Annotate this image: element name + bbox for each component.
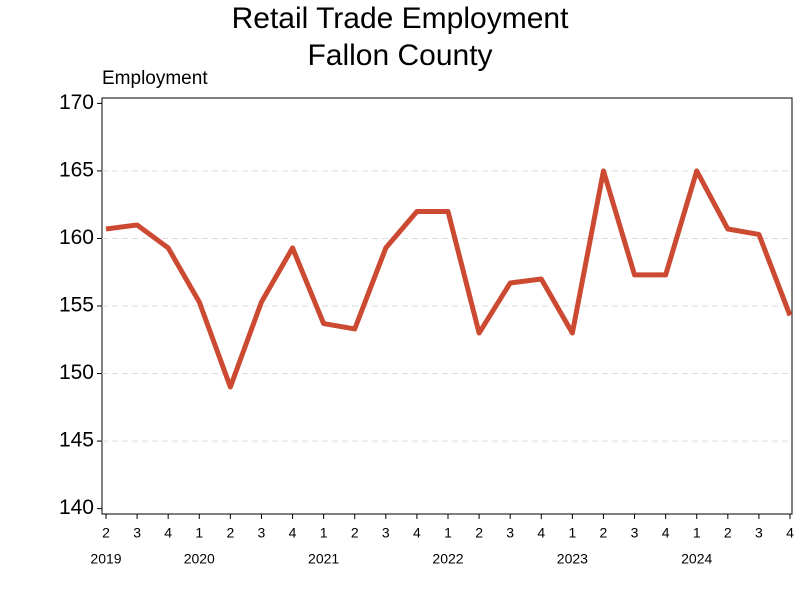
x-tick-label: 4 [164, 525, 172, 541]
year-label: 2024 [681, 551, 712, 567]
x-tick-label: 1 [568, 525, 576, 541]
x-tick-label: 1 [693, 525, 701, 541]
x-tick-label: 2 [226, 525, 234, 541]
x-tick-label: 4 [662, 525, 670, 541]
year-label: 2022 [432, 551, 463, 567]
y-tick-label: 155 [59, 294, 94, 317]
x-tick-label: 3 [755, 525, 763, 541]
x-tick-label: 4 [786, 525, 794, 541]
x-tick-label: 3 [382, 525, 390, 541]
chart-title: Fallon County [307, 39, 492, 72]
chart-title: Retail Trade Employment [232, 2, 569, 35]
y-axis-label: Employment [102, 68, 208, 89]
x-tick-label: 3 [258, 525, 266, 541]
x-tick-label: 2 [724, 525, 732, 541]
x-tick-label: 2 [351, 525, 359, 541]
x-tick-label: 1 [444, 525, 452, 541]
x-tick-label: 2 [475, 525, 483, 541]
x-tick-label: 4 [289, 525, 297, 541]
x-tick-label: 4 [537, 525, 545, 541]
year-label: 2019 [90, 551, 121, 567]
x-tick-label: 4 [413, 525, 421, 541]
y-tick-label: 140 [59, 496, 94, 519]
line-series [105, 168, 793, 390]
x-tick-label: 3 [506, 525, 514, 541]
y-tick-label: 145 [59, 429, 94, 452]
y-tick-label: 170 [59, 91, 94, 114]
year-label: 2023 [557, 551, 588, 567]
x-tick-label: 1 [195, 525, 203, 541]
x-tick-label: 3 [133, 525, 141, 541]
x-tick-label: 3 [631, 525, 639, 541]
year-label: 2020 [184, 551, 215, 567]
x-tick-label: 2 [600, 525, 608, 541]
y-tick-label: 160 [59, 226, 94, 249]
x-tick-label: 2 [102, 525, 110, 541]
y-tick-label: 150 [59, 361, 94, 384]
y-tick-label: 165 [59, 158, 94, 181]
year-label: 2021 [308, 551, 339, 567]
x-tick-label: 1 [320, 525, 328, 541]
